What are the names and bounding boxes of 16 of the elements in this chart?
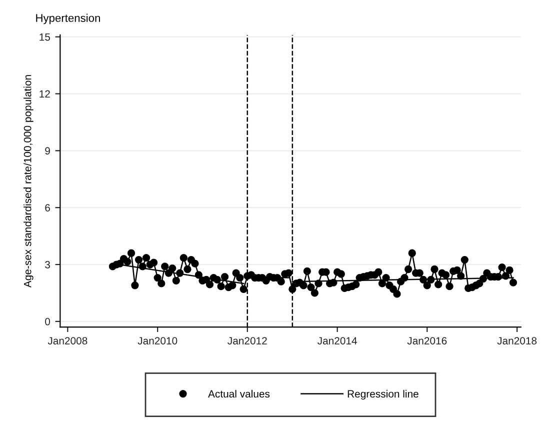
y-tick-label: 0 <box>45 318 50 326</box>
legend-label: Actual values <box>208 390 270 398</box>
y-tick-label: 6 <box>45 204 50 212</box>
y-tick-label: 3 <box>45 261 50 268</box>
y-tick-label: 15 <box>40 33 50 41</box>
y-axis-title: Age-sex standardised rate/100,000 population <box>24 75 34 288</box>
y-tick-label: 9 <box>45 147 50 155</box>
chart-title: Hypertension <box>36 14 100 24</box>
x-tick-label: Jan2012 <box>228 337 267 344</box>
y-tick-label: 12 <box>40 90 50 98</box>
x-tick-label: Jan2010 <box>138 337 178 344</box>
x-tick-label: Jan2008 <box>48 337 88 344</box>
x-tick-label: Jan2018 <box>497 337 537 344</box>
x-tick-label: Jan2014 <box>318 337 357 344</box>
legend-label: Regression line <box>348 390 418 400</box>
x-tick-label: Jan2016 <box>407 337 447 344</box>
